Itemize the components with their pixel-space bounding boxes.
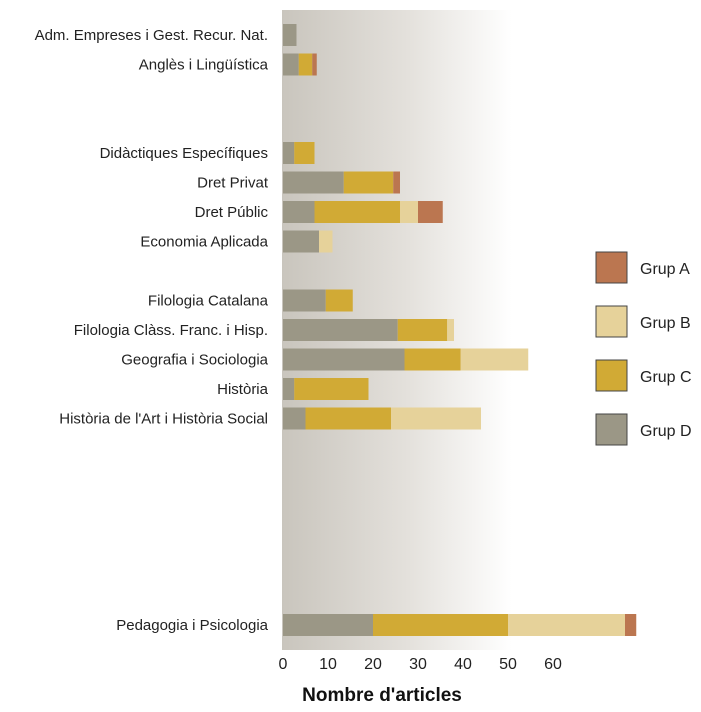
bar-segment-grup-d: [283, 201, 315, 223]
legend-label: Grup D: [640, 423, 692, 440]
bar-segment-grup-a: [625, 614, 637, 636]
bar-segment-grup-a: [393, 171, 400, 194]
x-tick-label: 30: [409, 656, 427, 673]
bar-segment-grup-d: [283, 378, 295, 400]
category-label: Didàctiques Específiques: [100, 145, 268, 162]
category-labels: Adm. Empreses i Gest. Recur. Nat. Anglès …: [35, 27, 269, 634]
bar-segment-grup-d: [283, 407, 306, 430]
bar-segment-grup-d: [283, 24, 297, 46]
x-tick-label: 10: [319, 656, 337, 673]
category-label: Pedagogia i Psicologia: [116, 617, 268, 634]
legend-label: Grup C: [640, 369, 692, 386]
category-label: Adm. Empreses i Gest. Recur. Nat.: [35, 27, 268, 44]
category-label: Anglès i Lingüística: [139, 57, 269, 74]
bar-segment-grup-d: [283, 230, 319, 253]
bar-segment-grup-b: [319, 230, 333, 253]
x-tick-label: 0: [279, 656, 288, 673]
category-label: Història de l'Art i Història Social: [59, 411, 268, 428]
x-axis-title: Nombre d'articles: [302, 685, 462, 706]
bar-segment-grup-a: [418, 201, 443, 223]
bar-segment-grup-c: [397, 319, 448, 341]
bar-segment-grup-c: [294, 378, 369, 400]
bar-segment-grup-c: [294, 142, 315, 164]
category-label: Geografia i Sociologia: [121, 352, 268, 369]
x-tick-label: 20: [364, 656, 382, 673]
legend-swatch: [595, 359, 628, 392]
legend-label: Grup B: [640, 315, 691, 332]
bar-segment-grup-d: [283, 614, 373, 636]
bar-segment-grup-d: [283, 289, 326, 312]
bar-segment-grup-d: [283, 319, 398, 341]
bar-segment-grup-c: [314, 201, 400, 223]
legend-label: Grup A: [640, 261, 690, 278]
bar-segment-grup-b: [460, 348, 529, 371]
bar-segment-grup-b: [400, 201, 418, 223]
bar-segment-grup-d: [283, 53, 299, 76]
legend-swatch: [595, 305, 628, 338]
bar-segment-grup-b: [508, 614, 625, 636]
bar-segment-grup-c: [373, 614, 508, 636]
legend: Grup A Grup B Grup C Grup D: [595, 251, 692, 446]
category-label: Filologia Catalana: [148, 293, 269, 310]
bar-segment-grup-b: [391, 407, 481, 430]
bar-segment-grup-c: [305, 407, 391, 430]
bar-segment-grup-c: [343, 171, 394, 194]
legend-swatch: [595, 413, 628, 446]
category-label: Història: [217, 381, 269, 398]
x-tick-label: 60: [544, 656, 562, 673]
category-label: Economia Aplicada: [140, 234, 268, 251]
bar-segment-grup-d: [283, 142, 295, 164]
category-label: Dret Privat: [197, 175, 269, 192]
x-tick-label: 50: [499, 656, 517, 673]
category-label: Dret Públic: [195, 204, 269, 221]
bar-segment-grup-c: [325, 289, 353, 312]
bar-segment-grup-d: [283, 171, 344, 194]
bar-segment-grup-d: [283, 348, 405, 371]
bar-segment-grup-c: [298, 53, 313, 76]
bar-segment-grup-a: [312, 53, 317, 76]
x-axis-ticks: 0 10 20 30 40 50 60: [279, 656, 562, 673]
category-label: Filologia Clàss. Franc. i Hisp.: [74, 322, 268, 339]
bar-segment-grup-b: [447, 319, 454, 341]
legend-swatch: [595, 251, 628, 284]
x-tick-label: 40: [454, 656, 472, 673]
bars-group: [283, 24, 637, 636]
bar-segment-grup-c: [404, 348, 461, 371]
